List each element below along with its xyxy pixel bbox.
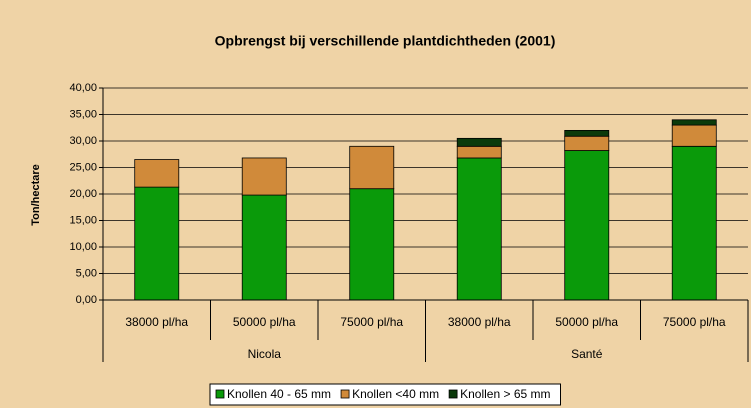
bar-segment xyxy=(564,135,610,151)
bar-segment xyxy=(241,157,287,196)
x-tick-label: 38000 pl/ha xyxy=(448,315,511,329)
x-tick-label: 38000 pl/ha xyxy=(125,315,188,329)
legend-swatch xyxy=(340,389,350,399)
legend-label: Knollen 40 - 65 mm xyxy=(227,387,331,401)
bar-segment xyxy=(564,129,610,137)
y-tick-label: 10,00 xyxy=(69,241,97,253)
y-tick-label: 5,00 xyxy=(76,267,97,279)
x-tick-label: 50000 pl/ha xyxy=(555,315,618,329)
x-tick-label: 75000 pl/ha xyxy=(340,315,403,329)
group-label: Nicola xyxy=(248,347,282,361)
y-tick-label: 35,00 xyxy=(69,108,97,120)
bar-segment xyxy=(134,186,180,301)
legend-box xyxy=(209,383,561,406)
bar-segment xyxy=(134,159,180,188)
y-tick-label: 25,00 xyxy=(69,161,97,173)
x-tick-label: 75000 pl/ha xyxy=(663,315,726,329)
y-tick-label: 0,00 xyxy=(76,294,97,306)
y-tick-label: 30,00 xyxy=(69,135,97,147)
y-tick-label: 20,00 xyxy=(69,188,97,200)
bar-segment xyxy=(671,119,717,126)
legend-swatch xyxy=(448,389,458,399)
bar-segment xyxy=(349,188,395,301)
bar-segment xyxy=(456,137,502,147)
y-axis-label: Ton/hectare xyxy=(30,164,42,226)
y-tick-label: 15,00 xyxy=(69,214,97,226)
group-label: Santé xyxy=(571,347,603,361)
x-tick-label: 50000 pl/ha xyxy=(233,315,296,329)
bar-segment xyxy=(456,157,502,301)
bar-segment xyxy=(456,145,502,159)
legend-swatch xyxy=(215,389,225,399)
legend-label: Knollen > 65 mm xyxy=(460,387,550,401)
bar-segment xyxy=(671,145,717,301)
bar-segment xyxy=(349,145,395,190)
bar-segment xyxy=(671,124,717,147)
chart-title: Opbrengst bij verschillende plantdichthe… xyxy=(215,33,556,49)
legend: Knollen 40 - 65 mm Knollen <40 mm Knollen … xyxy=(209,383,561,406)
bar-segment xyxy=(564,150,610,301)
legend-label: Knollen <40 mm xyxy=(352,387,439,401)
y-tick-label: 40,00 xyxy=(69,82,97,94)
bar-segment xyxy=(241,194,287,301)
